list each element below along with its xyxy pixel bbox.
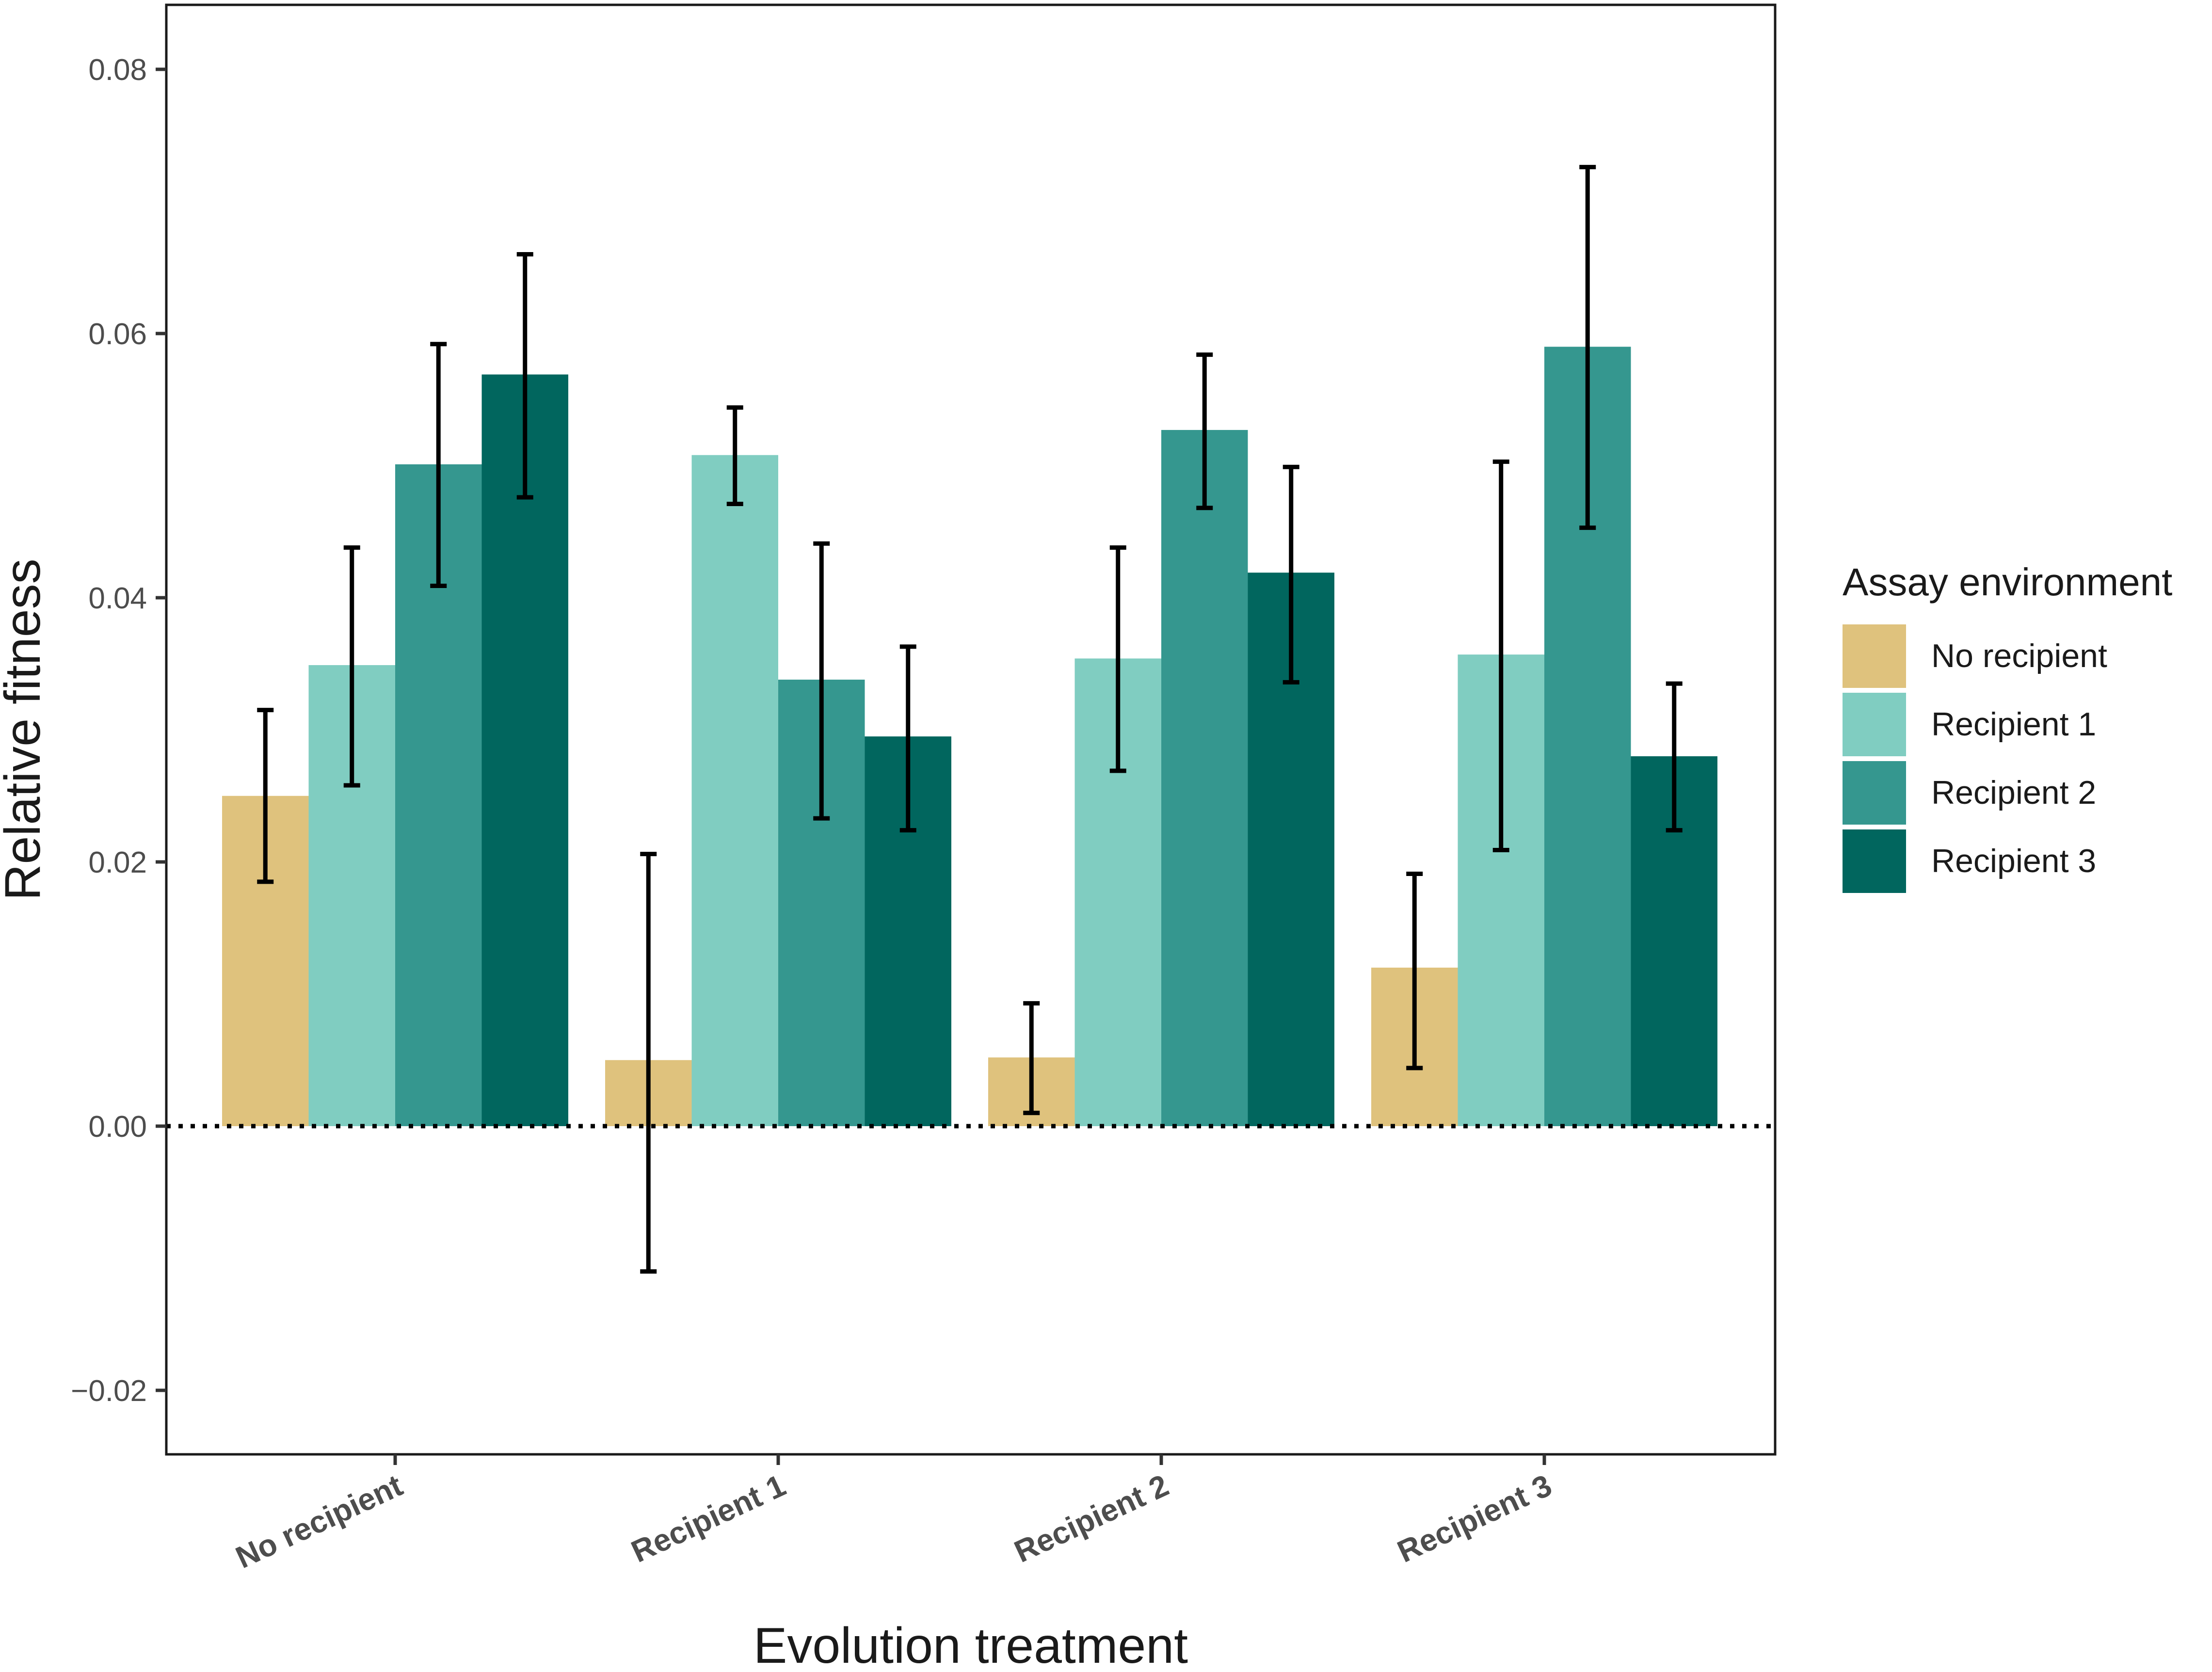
legend-title: Assay environment <box>1843 560 2172 604</box>
y-tick-label: 0.00 <box>88 1110 147 1144</box>
legend-key-recipient-1 <box>1843 693 1906 756</box>
error-bar-recipient-1-recipient-1 <box>726 405 743 507</box>
error-bar-recipient-2-no-recipient <box>1023 1001 1040 1115</box>
y-tick-label: 0.02 <box>88 846 147 879</box>
error-bar-recipient-3-recipient-3 <box>1666 681 1683 833</box>
legend-label-recipient-2: Recipient 2 <box>1931 774 2096 811</box>
error-bar-recipient-2-recipient-3 <box>1282 464 1299 685</box>
error-bar-recipient-1-recipient-2 <box>813 541 830 821</box>
bar-recipient-1-recipient-1 <box>691 455 778 1127</box>
y-tick-label: 0.04 <box>88 582 147 615</box>
legend-label-recipient-1: Recipient 1 <box>1931 706 2096 743</box>
y-axis: −0.02 0.00 0.02 0.04 0.06 0.08 <box>71 53 166 1408</box>
legend-key-recipient-3 <box>1843 829 1906 893</box>
legend-label-no-recipient: No recipient <box>1931 637 2107 674</box>
legend-key-no-recipient <box>1843 624 1906 688</box>
error-bar-recipient-3-recipient-1 <box>1492 459 1509 852</box>
bars-layer <box>222 347 1717 1127</box>
error-bar-recipient-3-no-recipient <box>1406 872 1423 1070</box>
y-tick-label: 0.08 <box>88 53 147 87</box>
x-axis-title: Evolution treatment <box>753 1618 1188 1672</box>
error-bars-layer <box>257 165 1683 1274</box>
y-tick-label: −0.02 <box>71 1374 147 1408</box>
bar-no-recipient-recipient-3 <box>481 374 568 1126</box>
error-bar-recipient-1-no-recipient <box>640 852 657 1274</box>
error-bar-recipient-3-recipient-2 <box>1579 165 1596 530</box>
y-tick-label: 0.06 <box>88 318 147 351</box>
legend-label-recipient-3: Recipient 3 <box>1931 843 2096 879</box>
legend-key-recipient-2 <box>1843 761 1906 825</box>
error-bar-recipient-2-recipient-2 <box>1196 352 1213 510</box>
error-bar-no-recipient-recipient-3 <box>516 252 533 500</box>
error-bar-recipient-2-recipient-1 <box>1109 545 1126 773</box>
bar-recipient-2-recipient-2 <box>1161 430 1248 1126</box>
error-bar-no-recipient-no-recipient <box>257 708 274 884</box>
error-bar-recipient-1-recipient-3 <box>899 644 916 833</box>
y-axis-title: Relative fitness <box>0 558 51 900</box>
plot-panel-border <box>165 3 1777 1456</box>
error-bar-no-recipient-recipient-1 <box>343 545 360 788</box>
legend: Assay environment No recipient Recipient … <box>1843 560 2172 893</box>
error-bar-no-recipient-recipient-2 <box>430 342 447 588</box>
